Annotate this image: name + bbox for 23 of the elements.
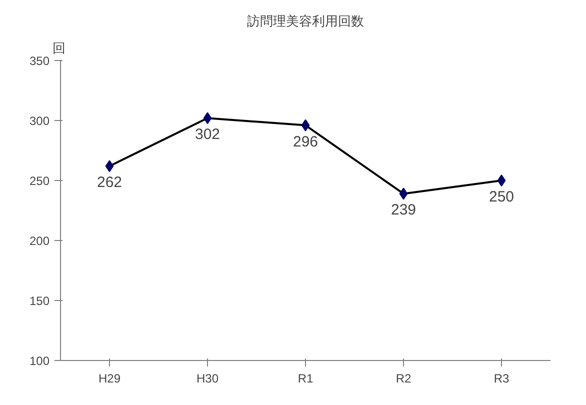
y-tick-label: 100: [29, 354, 50, 368]
point: [301, 119, 310, 132]
x-tick-label: H30: [196, 372, 219, 386]
data-label: 262: [96, 174, 122, 192]
data-label: 239: [390, 202, 416, 219]
x-tick-label: R3: [494, 372, 510, 386]
y-axis-title: 回: [52, 40, 66, 56]
data-label: 296: [292, 133, 318, 150]
x-tick-label: R2: [396, 372, 412, 386]
x-tick-label: R1: [298, 372, 314, 386]
y-tick-label: 250: [29, 174, 50, 188]
point: [497, 174, 506, 186]
point: [399, 188, 408, 200]
point: [203, 112, 212, 124]
y-tick-label: 200: [29, 234, 50, 248]
y-tick-label: 150: [29, 294, 50, 308]
point: [105, 160, 114, 172]
chart-title: 訪問理美容利用回数: [247, 14, 364, 28]
y-tick-label: 350: [29, 54, 50, 68]
data-label: 302: [194, 126, 220, 144]
y-tick-label: 300: [29, 114, 50, 128]
x-tick-label: H29: [98, 372, 121, 386]
data-label: 250: [488, 188, 514, 206]
